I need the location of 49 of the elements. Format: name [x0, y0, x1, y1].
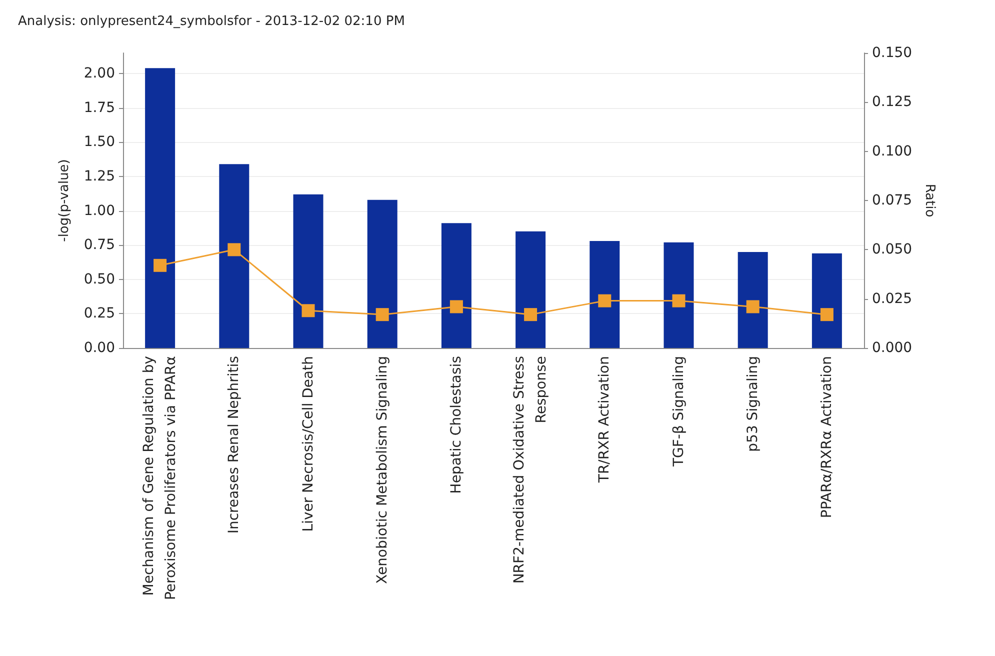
y2-tick-label: 0.150: [872, 45, 912, 61]
point: [154, 258, 167, 272]
chart-title: Analysis: onlypresent24_symbolsfor - 2013-12-02 02:10 PM: [18, 14, 405, 29]
y-tick-label: 0.25: [84, 306, 115, 322]
x-tick-label: Increases Renal Nephritis: [226, 356, 242, 534]
point: [376, 308, 389, 322]
bar: [219, 164, 250, 348]
bar: [738, 252, 768, 348]
y-tick-label: 0.75: [84, 237, 115, 254]
x-tick-label: PPARα/RXRα Activation: [818, 356, 835, 518]
point: [524, 308, 538, 322]
bar: [516, 231, 546, 348]
point: [598, 294, 612, 308]
bar: [590, 240, 620, 348]
y-tick-label: 2.00: [84, 66, 115, 82]
point: [746, 300, 760, 314]
bar: [441, 223, 472, 348]
x-tick-label: NRF2-mediated Oxidative Stress Response: [512, 356, 550, 584]
x-tick-label: Hepatic Cholestasis: [448, 356, 464, 494]
x-tick-label: p53 Signaling: [744, 356, 761, 452]
y2-tick-label: 0.125: [872, 94, 912, 110]
y2-tick-label: 0.000: [872, 340, 912, 356]
y-tick-label: 0.50: [84, 271, 115, 288]
y2-tick-label: 0.075: [872, 192, 912, 208]
x-tick-label: Mechanism of Gene Regulation by Peroxisome Proliferators via PPARα: [141, 356, 180, 600]
y-tick-label: 0.00: [84, 340, 115, 356]
x-tick-label: Xenobiotic Metabolism Signaling: [374, 356, 390, 584]
bar: [293, 194, 324, 348]
bar: [367, 200, 398, 348]
y2-tick-label: 0.025: [872, 290, 912, 307]
x-tick-label: Liver Necrosis/Cell Death: [300, 356, 316, 532]
point: [450, 300, 463, 314]
bar: [664, 242, 694, 348]
y2-tick-label: 0.050: [872, 242, 912, 258]
point: [820, 308, 834, 322]
y2-axis-title: Ratio: [922, 184, 937, 218]
y-tick-label: 1.25: [84, 168, 115, 184]
y-tick-label: 1.50: [84, 134, 115, 150]
y-axis-title: -log(p-value): [57, 159, 72, 242]
x-tick-label: TGF-β Signaling: [670, 356, 687, 468]
x-tick-label: TR/RXR Activation: [596, 356, 613, 484]
y-tick-label: 1.75: [84, 100, 115, 116]
point: [302, 304, 315, 318]
point: [672, 294, 686, 308]
point: [228, 243, 241, 256]
bar: [145, 68, 176, 348]
bar: [812, 253, 842, 348]
y2-tick-label: 0.100: [872, 143, 912, 160]
y-tick-label: 1.00: [84, 202, 115, 219]
